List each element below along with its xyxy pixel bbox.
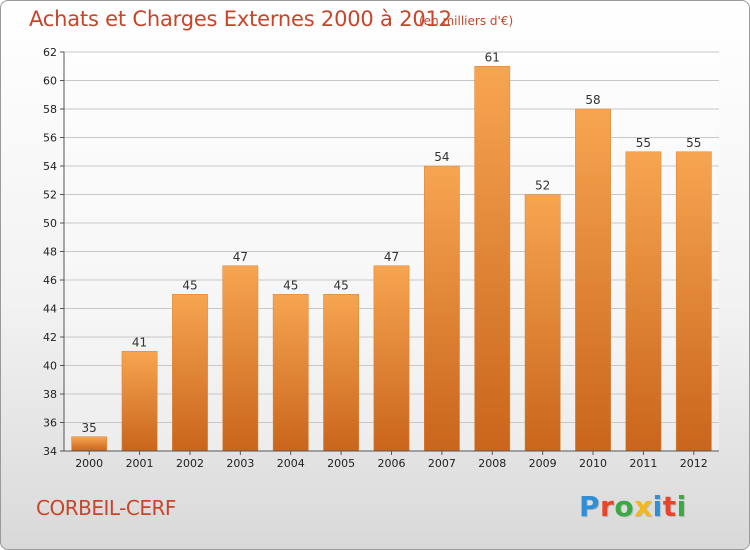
x-tick-label: 2011 xyxy=(629,457,657,470)
y-tick-label: 52 xyxy=(43,189,57,202)
y-tick-label: 38 xyxy=(43,388,57,401)
data-label-2012: 55 xyxy=(686,136,701,150)
y-tick-label: 50 xyxy=(43,217,57,230)
axes: 34 36 38 40 42 44 46 48 50 52 54 56 58 60 62 2000 2001 20… xyxy=(43,46,719,470)
data-label-2010: 58 xyxy=(585,93,600,107)
logo-letter: P xyxy=(579,490,601,523)
x-tick-label: 2002 xyxy=(176,457,204,470)
y-tick-label: 42 xyxy=(43,331,57,344)
y-tick-label: 44 xyxy=(43,303,57,316)
proxiti-logo: Proxiti xyxy=(579,490,687,523)
x-tick-label: 2003 xyxy=(226,457,254,470)
y-tick-label: 48 xyxy=(43,246,57,259)
logo-letter: x xyxy=(634,490,653,523)
x-tick-label: 2007 xyxy=(428,457,456,470)
data-label-2002: 45 xyxy=(182,278,197,292)
data-label-2007: 54 xyxy=(434,150,449,164)
bar-2001 xyxy=(121,351,158,452)
data-label-2006: 47 xyxy=(384,250,399,264)
y-tick-label: 54 xyxy=(43,160,57,173)
data-label-2011: 55 xyxy=(636,136,651,150)
bar-2002 xyxy=(172,294,208,452)
x-tick-label: 2006 xyxy=(378,457,406,470)
y-tick-label: 56 xyxy=(43,132,57,145)
logo-letter: i xyxy=(676,490,687,523)
x-tick-label: 2005 xyxy=(327,457,355,470)
y-tick-label: 58 xyxy=(43,103,57,116)
y-tick-label: 60 xyxy=(43,75,57,88)
x-tick-label: 2001 xyxy=(126,457,154,470)
y-tick-label: 62 xyxy=(43,46,57,59)
x-tick-label: 2010 xyxy=(579,457,607,470)
bar-2006 xyxy=(373,265,410,452)
data-label-2005: 45 xyxy=(333,278,348,292)
bar-2009 xyxy=(524,194,561,452)
bar-2008 xyxy=(474,66,511,452)
chart-title: Achats et Charges Externes 2000 à 2012 xyxy=(29,7,452,31)
bar-2011 xyxy=(625,151,662,452)
data-label-2003: 47 xyxy=(233,250,248,264)
bar-2012 xyxy=(675,151,712,452)
bar-2000 xyxy=(71,436,108,452)
logo-letter: i xyxy=(652,490,663,523)
logo-letter: t xyxy=(662,490,677,523)
labels: 35 41 45 47 45 45 47 54 61 52 58 55 55 xyxy=(82,50,702,435)
x-tick-label: 2008 xyxy=(478,457,506,470)
bar-2004 xyxy=(272,294,309,452)
data-label-2004: 45 xyxy=(283,278,298,292)
x-tick-label: 2012 xyxy=(680,457,708,470)
data-label-2008: 61 xyxy=(485,50,500,64)
data-label-2009: 52 xyxy=(535,179,550,193)
chart-subtitle: (en milliers d'€) xyxy=(419,14,514,28)
logo-letter: o xyxy=(614,490,635,523)
x-tick-label: 2000 xyxy=(75,457,103,470)
bars xyxy=(71,66,712,452)
y-tick-label: 34 xyxy=(43,445,57,458)
x-tick-label: 2009 xyxy=(529,457,557,470)
commune-name: CORBEIL-CERF xyxy=(36,496,176,520)
bar-2003 xyxy=(222,265,259,452)
y-tick-label: 40 xyxy=(43,360,57,373)
data-label-2000: 35 xyxy=(82,421,97,435)
data-label-2001: 41 xyxy=(132,335,147,349)
bar-2007 xyxy=(424,165,460,452)
logo-letter: r xyxy=(600,490,615,523)
x-tick-label: 2004 xyxy=(277,457,305,470)
y-tick-label: 46 xyxy=(43,274,57,287)
bar-2010 xyxy=(575,108,611,452)
y-tick-label: 36 xyxy=(43,417,57,430)
bar-2005 xyxy=(323,294,360,452)
